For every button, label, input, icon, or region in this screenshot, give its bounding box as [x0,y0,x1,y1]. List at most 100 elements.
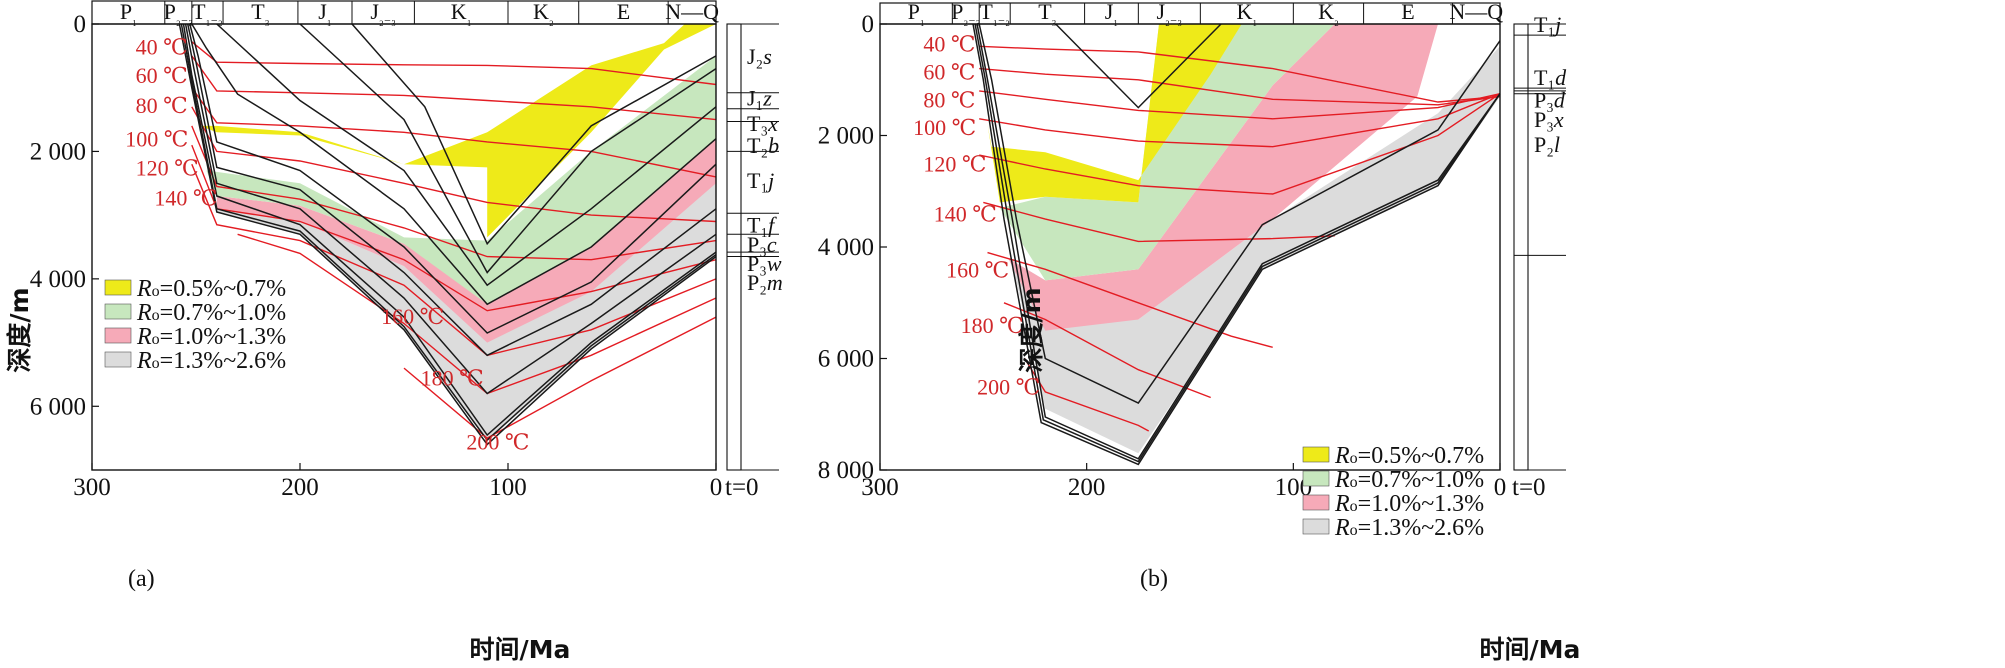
period-label: T₁₋₂ [979,0,1010,27]
panel-a-x-axis-title: 时间/Ma [470,635,571,664]
period-label: T₃ [251,0,269,27]
strat-label: T₁d [1534,65,1567,90]
burial-curve [180,23,717,442]
isotherm-label: 100 ℃ [913,115,976,140]
isotherm-label: 120 ℃ [136,155,199,180]
period-label: N—Q [1449,0,1503,24]
x-tick-label: 300 [73,474,111,501]
period-label: P₂₋₃ [951,0,981,27]
panel-a-y-axis-title: 深度/m [5,287,34,372]
panel-b: P₁ P₂₋₃T₁₋₂ T₃ J₁ J₂₋₃ K₁ K₂ E N—Q 300 200 100 002 … [818,0,1567,592]
panel-b-period-header: P₁ P₂₋₃T₁₋₂ T₃ J₁ J₂₋₃ K₁ K₂ E N—Q [879,0,1503,27]
isotherm-label: 140 ℃ [154,185,217,210]
isotherm-label: 200 ℃ [466,429,529,454]
period-label: K₁ [1236,0,1257,27]
t-zero-label: t=0 [1512,474,1546,501]
isotherm-label: 160 ℃ [381,304,444,329]
maturity-band [216,125,717,343]
strat-label: T₁j [1534,12,1561,37]
burial-curve [972,23,1501,466]
maturity-band [206,55,716,305]
isotherm-label: 120 ℃ [923,151,986,176]
burial-curve [1055,23,1222,109]
maturity-band [1008,46,1500,454]
strat-label: P₃x [1534,107,1564,132]
legend-label: Ro=1.3%~2.6% [1334,515,1484,541]
strat-label: P₂l [1534,132,1560,157]
isotherm-label: 40 ℃ [136,34,188,59]
isotherm-line [979,45,1501,103]
isotherm-label: 80 ℃ [136,93,188,118]
period-label: P₂₋₃ [164,0,194,27]
strat-label: P₂m [747,270,783,295]
maturity-band [216,151,717,442]
y-tick-label: 2 000 [818,123,874,150]
legend-swatch [1302,470,1330,487]
panel-a-legend: Ro=0.5%~0.7%Ro=0.7%~1.0%Ro=1.0%~1.3%Ro=1… [104,276,286,374]
panel-a-axes: 300 200 100 0 0 2 000 4 000 6 000 [30,11,723,501]
x-tick-label: 0 [710,474,723,501]
period-label: P₁ [120,0,137,27]
y-tick-label: 8 000 [818,457,874,484]
legend-label: Ro=0.7%~1.0% [1334,467,1484,493]
isotherm-line [979,93,1501,195]
panel-b-legend: Ro=0.5%~0.7%Ro=0.7%~1.0%Ro=1.0%~1.3%Ro=1… [1302,443,1484,541]
period-label: J₂₋₃ [1156,0,1182,27]
maturity-band [987,24,1242,203]
period-label: K₂ [1318,0,1339,27]
legend-swatch [1302,518,1330,535]
panel-a-label: (a) [128,566,155,592]
period-label: N—Q [665,0,719,24]
isotherm-label: 200 ℃ [977,374,1040,399]
panel-a-period-header: P₁ P₂₋₃ T₁₋₂ T₃ J₁ J₂₋₃ K₁ K₂ E N—Q [91,0,719,27]
isotherm-label: 60 ℃ [136,63,188,88]
x-tick-label: 200 [1068,474,1106,501]
isotherm-line [191,125,717,261]
panel-a: P₁ P₂₋₃ T₁₋₂ T₃ J₁ J₂₋₃ K₁ K₂ E N—Q 300 200 100 0 0 2 … [30,0,783,592]
isotherm-label: 180 ℃ [421,366,484,391]
burial-curve [976,23,1501,460]
isotherm-line [191,163,717,357]
period-label: P₁ [908,0,925,27]
y-tick-label: 2 000 [30,138,86,165]
legend-swatch [104,327,132,344]
burial-curve [182,23,717,437]
strat-label: P₃w [747,251,782,276]
plot-frame [91,23,717,471]
x-tick-label: 0 [1494,474,1507,501]
y-tick-label: 4 000 [30,266,86,293]
strat-label: P₃c [747,232,777,257]
strat-label: J₁z [747,85,772,110]
period-label: T₁₋₂ [192,0,223,27]
maturity-band [200,24,716,238]
isotherm-label: 60 ℃ [923,59,975,84]
legend-swatch [104,303,132,320]
burial-curve [191,23,717,306]
legend-swatch [104,351,132,368]
strat-label: P₃d [1534,87,1566,112]
isotherm-line [191,55,717,121]
panel-b-isotherms [979,45,1501,432]
legend-swatch [1302,446,1330,463]
legend-swatch [104,279,132,296]
legend-label: Ro=0.5%~0.7% [1334,443,1484,469]
legend-label: Ro=1.0%~1.3% [1334,491,1484,517]
period-label: T₃ [1038,0,1056,27]
y-tick-label: 0 [862,11,875,38]
legend-label: Ro=1.3%~2.6% [136,348,286,374]
burial-curve [186,23,717,357]
legend-label: Ro=1.0%~1.3% [136,324,286,350]
isotherm-label: 100 ℃ [125,127,188,152]
legend-label: Ro=0.7%~1.0% [136,300,286,326]
period-label: J₁ [1105,0,1118,27]
panel-b-y-axis-title: 深度/m [1017,287,1046,372]
panel-a-maturity-bands [200,24,717,442]
y-tick-label: 6 000 [30,393,86,420]
isotherm-line [979,90,1501,120]
strat-label: J₂s [747,44,772,69]
burial-curve [974,23,1501,463]
period-label: E [617,0,630,24]
y-tick-label: 6 000 [818,346,874,373]
isotherm-label: 80 ℃ [923,87,975,112]
legend-label: Ro=0.5%~0.7% [136,276,286,302]
